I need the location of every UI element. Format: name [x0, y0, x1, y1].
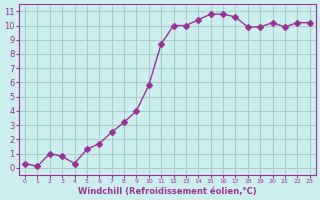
X-axis label: Windchill (Refroidissement éolien,°C): Windchill (Refroidissement éolien,°C): [78, 187, 257, 196]
